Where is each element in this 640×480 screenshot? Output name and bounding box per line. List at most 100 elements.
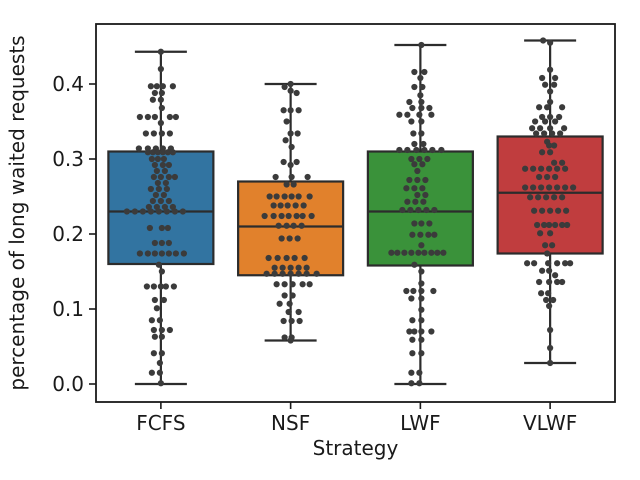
data-point-LWF bbox=[417, 231, 424, 238]
data-point-NSF bbox=[278, 235, 285, 242]
data-point-FCFS bbox=[152, 191, 159, 199]
data-point-FCFS bbox=[166, 113, 173, 121]
data-point-VLWF bbox=[524, 260, 531, 267]
data-point-LWF bbox=[428, 111, 435, 118]
data-point-NSF bbox=[288, 317, 295, 325]
data-point-FCFS bbox=[139, 208, 146, 215]
data-point-NSF bbox=[281, 334, 288, 341]
data-point-VLWF bbox=[537, 125, 544, 132]
data-point-LWF bbox=[401, 249, 408, 256]
data-point-VLWF bbox=[529, 125, 536, 132]
data-point-NSF bbox=[280, 158, 287, 166]
data-point-NSF bbox=[276, 300, 283, 307]
data-point-VLWF bbox=[541, 221, 548, 229]
data-point-VLWF bbox=[563, 207, 570, 214]
data-point-FCFS bbox=[172, 250, 179, 257]
data-point-VLWF bbox=[557, 130, 564, 137]
data-point-LWF bbox=[418, 41, 425, 49]
data-point-NSF bbox=[303, 270, 310, 277]
data-point-NSF bbox=[299, 281, 306, 288]
data-point-LWF bbox=[399, 206, 406, 214]
data-point-FCFS bbox=[157, 173, 164, 181]
data-point-LWF bbox=[411, 83, 418, 91]
data-point-FCFS bbox=[180, 250, 187, 257]
data-point-FCFS bbox=[160, 296, 167, 304]
data-point-VLWF bbox=[539, 149, 546, 156]
data-point-LWF bbox=[419, 185, 426, 192]
x-tick-label-FCFS: FCFS bbox=[136, 411, 185, 435]
data-point-NSF bbox=[295, 308, 302, 316]
data-point-FCFS bbox=[165, 250, 172, 257]
data-point-LWF bbox=[411, 140, 418, 148]
data-point-LWF bbox=[410, 287, 417, 295]
data-point-VLWF bbox=[551, 159, 558, 166]
data-point-LWF bbox=[421, 68, 428, 76]
data-point-VLWF bbox=[536, 104, 543, 111]
data-point-FCFS bbox=[144, 250, 151, 257]
data-point-LWF bbox=[408, 380, 415, 387]
data-point-VLWF bbox=[547, 98, 554, 106]
data-point-VLWF bbox=[549, 130, 556, 137]
data-point-NSF bbox=[295, 193, 302, 200]
data-point-NSF bbox=[300, 202, 307, 209]
data-point-NSF bbox=[270, 212, 277, 220]
data-point-LWF bbox=[414, 191, 421, 199]
data-point-FCFS bbox=[164, 224, 171, 232]
data-point-LWF bbox=[413, 146, 420, 154]
data-point-NSF bbox=[294, 235, 301, 242]
data-point-FCFS bbox=[136, 250, 143, 257]
data-point-NSF bbox=[286, 235, 293, 242]
data-point-FCFS bbox=[166, 130, 173, 137]
data-point-LWF bbox=[414, 176, 421, 184]
data-point-LWF bbox=[425, 231, 432, 238]
data-point-LWF bbox=[420, 198, 427, 205]
data-point-LWF bbox=[407, 206, 414, 214]
data-point-NSF bbox=[293, 158, 300, 166]
data-point-NSF bbox=[287, 264, 294, 271]
data-point-VLWF bbox=[538, 290, 545, 297]
data-point-VLWF bbox=[550, 296, 557, 304]
data-point-LWF bbox=[418, 317, 425, 324]
box-FCFS bbox=[107, 150, 215, 266]
data-point-FCFS bbox=[169, 83, 176, 90]
data-point-VLWF bbox=[534, 221, 541, 229]
data-point-NSF bbox=[295, 264, 302, 271]
data-point-NSF bbox=[287, 130, 294, 137]
data-point-FCFS bbox=[157, 119, 164, 127]
data-point-LWF bbox=[409, 231, 416, 238]
data-point-VLWF bbox=[547, 344, 554, 352]
data-point-LWF bbox=[416, 369, 423, 376]
data-point-LWF bbox=[418, 220, 425, 227]
data-point-VLWF bbox=[547, 207, 554, 214]
data-point-NSF bbox=[306, 193, 313, 200]
data-point-VLWF bbox=[554, 278, 561, 286]
data-point-NSF bbox=[281, 193, 288, 200]
data-point-LWF bbox=[396, 111, 403, 118]
data-point-NSF bbox=[285, 212, 292, 220]
data-point-VLWF bbox=[532, 118, 539, 125]
data-point-FCFS bbox=[149, 149, 156, 156]
data-point-NSF bbox=[270, 202, 277, 209]
data-point-LWF bbox=[418, 242, 425, 249]
data-point-VLWF bbox=[552, 221, 559, 229]
data-point-NSF bbox=[279, 270, 286, 277]
data-point-FCFS bbox=[165, 173, 172, 181]
data-point-VLWF bbox=[547, 113, 554, 121]
data-point-VLWF bbox=[522, 184, 529, 191]
data-point-NSF bbox=[306, 281, 313, 288]
data-point-NSF bbox=[275, 222, 282, 229]
axes-spines bbox=[95, 23, 616, 403]
data-point-LWF bbox=[419, 83, 426, 91]
data-point-NSF bbox=[290, 222, 297, 229]
data-point-LWF bbox=[419, 161, 426, 168]
data-point-VLWF bbox=[544, 173, 551, 181]
data-point-NSF bbox=[290, 181, 297, 188]
data-point-NSF bbox=[277, 202, 284, 209]
data-point-LWF bbox=[426, 220, 433, 227]
data-point-NSF bbox=[271, 264, 278, 271]
data-point-FCFS bbox=[149, 96, 156, 103]
data-point-NSF bbox=[285, 308, 292, 316]
data-point-LWF bbox=[403, 185, 410, 192]
data-point-LWF bbox=[421, 249, 428, 256]
